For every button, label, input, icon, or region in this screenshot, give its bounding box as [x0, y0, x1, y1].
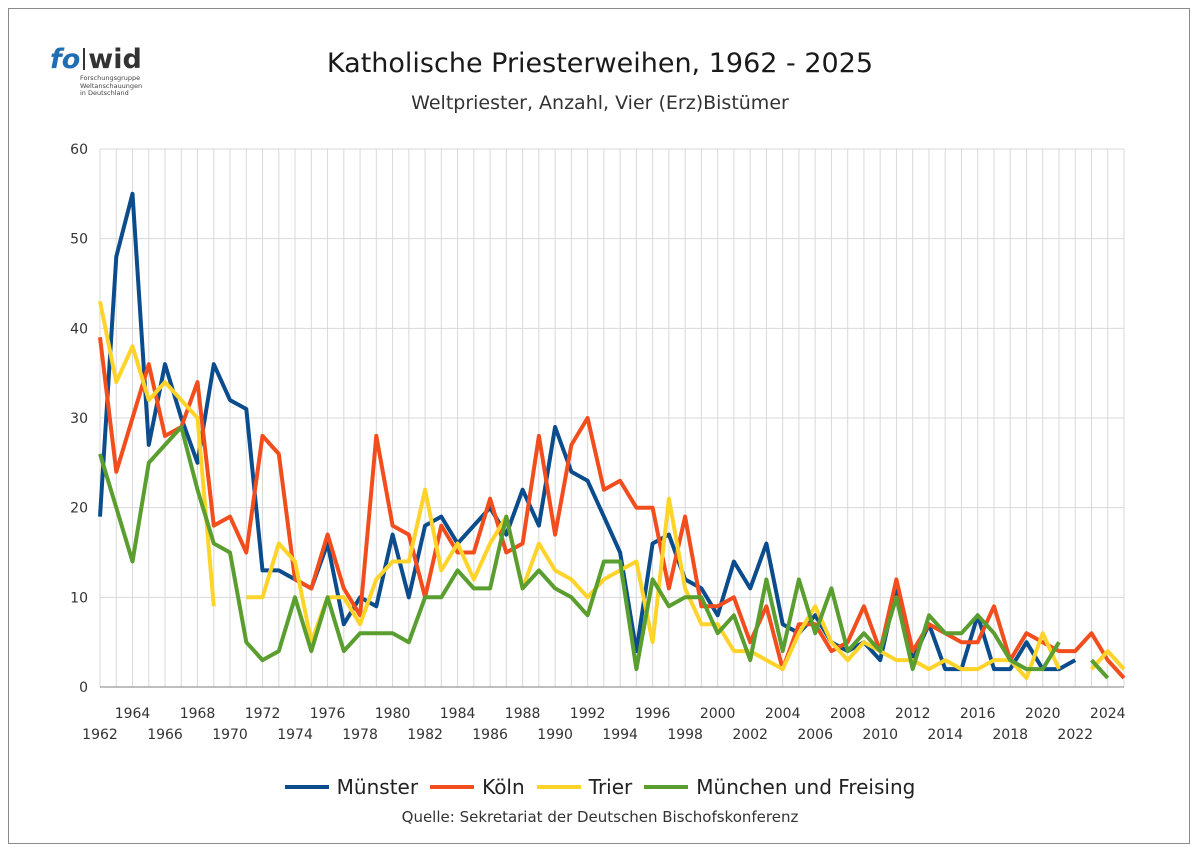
y-tick-label: 30 — [70, 411, 88, 427]
x-tick-label: 1980 — [375, 706, 411, 722]
source-note: Quelle: Sekretariat der Deutschen Bischo… — [401, 808, 799, 826]
legend-swatch — [284, 785, 329, 789]
x-tick-label: 1990 — [537, 727, 573, 743]
legend-item: Trier — [536, 775, 633, 799]
series-line-k-ln — [98, 337, 1126, 680]
y-tick-label: 60 — [70, 142, 88, 158]
gridlines — [99, 148, 1125, 688]
x-tick-label: 2022 — [1057, 727, 1093, 743]
logo-subtitle: Forschungsgruppe Weltanschauungen in Deu… — [80, 74, 143, 97]
x-tick-label: 2008 — [830, 706, 866, 722]
legend-label: Münster — [336, 775, 419, 799]
x-tick-label: 1972 — [245, 706, 281, 722]
legend-swatch — [536, 785, 581, 789]
x-tick-label: 1964 — [115, 706, 151, 722]
y-tick-label: 40 — [70, 321, 88, 337]
x-tick-label: 1994 — [602, 727, 638, 743]
legend-item: München und Freising — [644, 775, 915, 799]
series-lines — [98, 191, 1126, 680]
chart-title: Katholische Priesterweihen, 1962 - 2025 — [326, 48, 874, 79]
y-axis: 0 10 20 30 40 50 60 — [70, 142, 88, 696]
x-tick-label: 2012 — [895, 706, 931, 722]
legend-swatch — [430, 785, 475, 789]
x-tick-label: 2004 — [765, 706, 801, 722]
x-tick-label: 1992 — [570, 706, 606, 722]
series-line-m-nchen-und-freising — [98, 425, 1110, 680]
legend: Münster Köln Trier München und Freising — [0, 770, 1200, 799]
x-tick-label: 1974 — [277, 727, 313, 743]
y-tick-label: 0 — [79, 680, 88, 696]
legend-item: Köln — [430, 775, 525, 799]
legend-swatch — [644, 785, 689, 789]
x-tick-label: 1968 — [180, 706, 216, 722]
x-tick-label: 1988 — [505, 706, 541, 722]
x-tick-label: 2024 — [1090, 706, 1126, 722]
x-tick-label: 1970 — [212, 727, 248, 743]
fowid-logo: fo wid — [50, 44, 142, 75]
x-tick-label: 1978 — [342, 727, 378, 743]
x-tick-label: 2006 — [797, 727, 833, 743]
x-tick-label: 1982 — [407, 727, 443, 743]
x-tick-label: 1976 — [310, 706, 346, 722]
x-tick-label: 2000 — [700, 706, 736, 722]
legend-label: München und Freising — [696, 775, 916, 799]
x-tick-label: 2014 — [927, 727, 963, 743]
x-tick-label: 1986 — [472, 727, 508, 743]
legend-label: Trier — [588, 775, 633, 799]
y-tick-label: 10 — [70, 590, 88, 606]
x-axis: 1964 1968 1972 1976 1980 1984 1988 1992 1996 2000… — [82, 706, 1125, 743]
y-tick-label: 20 — [70, 501, 88, 517]
chart-frame — [8, 8, 1190, 844]
x-tick-label: 1996 — [635, 706, 671, 722]
chart-subtitle: Weltpriester, Anzahl, Vier (Erz)Bistümer — [411, 92, 789, 114]
y-tick-label: 50 — [70, 232, 88, 248]
x-tick-label: 1998 — [667, 727, 703, 743]
x-tick-label: 2002 — [732, 727, 768, 743]
x-tick-label: 1962 — [82, 727, 118, 743]
x-tick-label: 2016 — [960, 706, 996, 722]
x-tick-label: 2010 — [862, 727, 898, 743]
legend-label: Köln — [482, 775, 525, 799]
legend-item: Münster — [284, 775, 419, 799]
x-tick-label: 1984 — [440, 706, 476, 722]
x-tick-label: 1966 — [147, 727, 183, 743]
x-tick-label: 2020 — [1025, 706, 1061, 722]
x-tick-label: 2018 — [992, 727, 1028, 743]
